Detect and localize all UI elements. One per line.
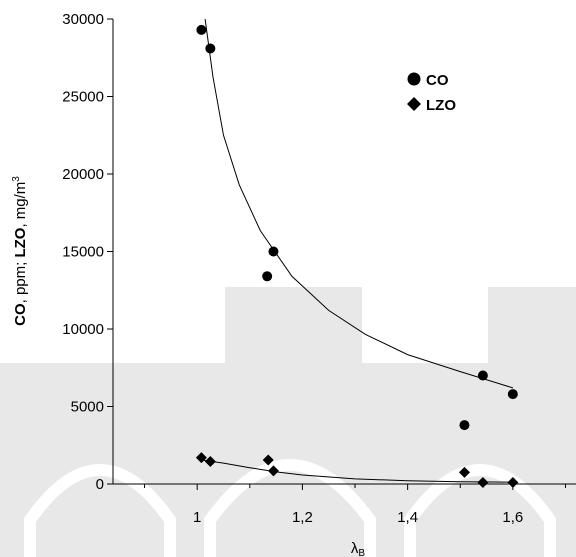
x-tick-label: 1,4 (397, 509, 418, 526)
data-point-co (196, 25, 206, 35)
data-point-co (262, 271, 272, 281)
legend-label-co: CO (426, 72, 449, 89)
data-points (196, 25, 518, 488)
legend-marker-lzo (407, 97, 421, 111)
data-point-lzo (507, 477, 518, 488)
data-point-lzo (477, 477, 488, 488)
data-point-lzo (268, 465, 279, 476)
x-axis-title: λB (351, 540, 366, 557)
y-tick-label: 20000 (62, 166, 104, 183)
data-point-lzo (459, 467, 470, 478)
x-axis-subscript: B (358, 548, 365, 557)
data-point-co (205, 43, 215, 53)
y-axis-title-ppm: , ppm; (12, 258, 29, 304)
trend-line-co (205, 19, 513, 388)
x-tick-label: 1,6 (502, 509, 523, 526)
y-tick-label: 10000 (62, 321, 104, 338)
x-tick-label: 1 (193, 509, 201, 526)
x-tick-label: 1,2 (292, 509, 313, 526)
y-tick-label: 5000 (71, 399, 104, 416)
y-tick-label: 0 (96, 476, 104, 493)
y-axis-title-lzo: LZO (12, 227, 29, 257)
data-point-lzo (263, 454, 274, 465)
legend: CO LZO (407, 72, 456, 114)
data-point-co (478, 371, 488, 381)
data-point-co (268, 247, 278, 257)
y-tick-label: 15000 (62, 244, 104, 261)
y-axis-title-co: CO (12, 303, 29, 326)
y-axis-title-unit: , mg/m (12, 182, 29, 228)
axes: 0 5000 10000 15000 20000 25000 30000 1 1,2 1,4 1,6 (62, 11, 576, 526)
y-tick-label: 30000 (62, 11, 104, 28)
data-point-co (508, 389, 518, 399)
legend-label-lzo: LZO (426, 97, 456, 114)
y-tick-label: 25000 (62, 89, 104, 106)
y-axis-title: CO, ppm; LZO, mg/m3 (11, 176, 29, 326)
y-axis-title-superscript: 3 (11, 176, 22, 182)
trend-lines (201, 19, 513, 482)
legend-marker-co (408, 73, 421, 86)
data-point-co (459, 420, 469, 430)
